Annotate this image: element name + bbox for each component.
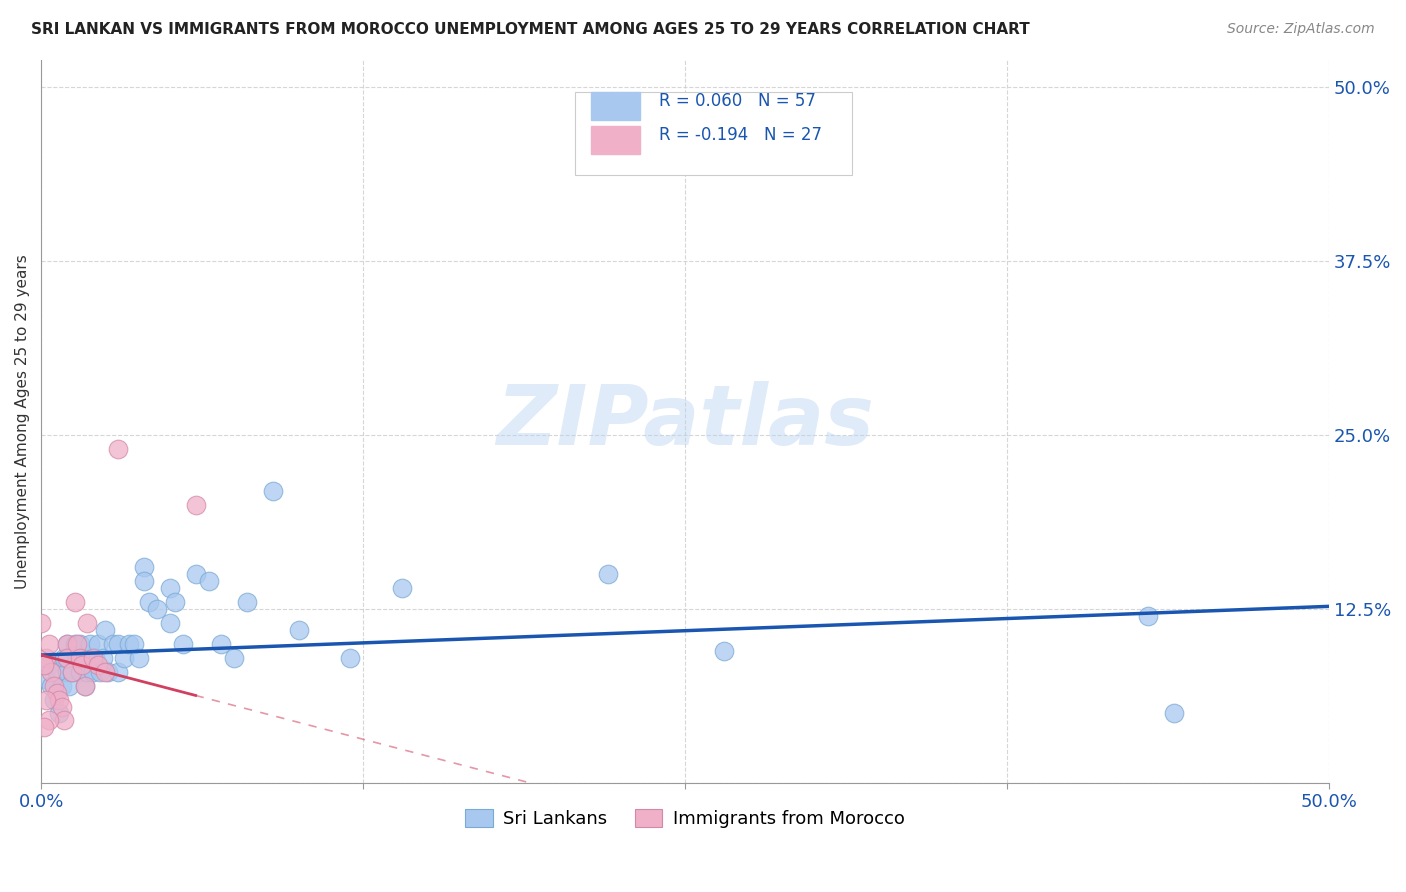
Point: [84, 650, 107, 665]
Point: [73, 679, 96, 693]
Point: [69, 665, 91, 679]
Point: [89, 665, 111, 679]
Point: [35, 692, 58, 706]
Point: [41, 665, 63, 679]
Point: [107, 665, 129, 679]
Point: [134, 574, 156, 589]
Point: [42, 692, 65, 706]
Point: [45, 665, 67, 679]
Point: [76, 665, 98, 679]
Point: [69, 650, 91, 665]
Point: [60, 665, 83, 679]
Point: [1163, 706, 1185, 721]
Point: [72, 650, 94, 665]
Point: [262, 483, 284, 498]
Point: [87, 657, 110, 672]
Point: [596, 567, 619, 582]
Text: Source: ZipAtlas.com: Source: ZipAtlas.com: [1227, 22, 1375, 37]
Legend: Sri Lankans, Immigrants from Morocco: Sri Lankans, Immigrants from Morocco: [458, 802, 911, 836]
Point: [103, 637, 125, 651]
Point: [30, 615, 52, 630]
Point: [63, 595, 86, 609]
Bar: [591, 126, 640, 153]
Text: R = 0.060   N = 57: R = 0.060 N = 57: [659, 92, 815, 110]
Point: [82, 665, 104, 679]
Point: [146, 602, 169, 616]
Point: [72, 657, 94, 672]
Point: [97, 665, 120, 679]
Point: [32, 657, 55, 672]
Point: [69, 637, 91, 651]
Point: [66, 650, 89, 665]
Point: [122, 637, 145, 651]
Point: [35, 672, 58, 686]
Point: [76, 615, 98, 630]
Point: [713, 644, 735, 658]
Point: [38, 637, 60, 651]
Point: [107, 442, 129, 457]
Point: [79, 637, 101, 651]
Point: [53, 714, 76, 728]
Point: [391, 581, 413, 595]
Point: [48, 692, 70, 706]
Point: [51, 679, 73, 693]
Point: [94, 665, 117, 679]
Point: [53, 650, 76, 665]
Point: [56, 650, 79, 665]
Point: [32, 720, 55, 734]
Point: [118, 637, 141, 651]
Point: [184, 567, 207, 582]
Point: [42, 679, 65, 693]
Point: [128, 650, 150, 665]
Point: [41, 679, 63, 693]
Point: [209, 637, 232, 651]
Point: [163, 595, 186, 609]
Text: ZIPatlas: ZIPatlas: [496, 381, 875, 462]
Point: [56, 665, 79, 679]
Point: [63, 637, 86, 651]
Point: [82, 650, 104, 665]
Point: [197, 574, 219, 589]
Point: [58, 679, 80, 693]
Point: [38, 714, 60, 728]
Point: [107, 637, 129, 651]
Point: [56, 637, 79, 651]
Point: [35, 650, 58, 665]
Point: [82, 650, 104, 665]
Point: [112, 650, 135, 665]
Point: [38, 657, 60, 672]
Point: [56, 650, 79, 665]
Point: [184, 498, 207, 512]
Point: [287, 623, 309, 637]
Point: [236, 595, 259, 609]
Point: [73, 679, 96, 693]
Text: SRI LANKAN VS IMMIGRANTS FROM MOROCCO UNEMPLOYMENT AMONG AGES 25 TO 29 YEARS COR: SRI LANKAN VS IMMIGRANTS FROM MOROCCO UN…: [31, 22, 1029, 37]
Point: [172, 637, 194, 651]
Point: [224, 650, 246, 665]
Point: [87, 637, 110, 651]
Point: [134, 560, 156, 574]
Point: [138, 595, 160, 609]
Point: [48, 706, 70, 721]
Point: [159, 615, 181, 630]
Point: [339, 650, 361, 665]
Point: [45, 685, 67, 699]
Point: [56, 637, 79, 651]
Point: [60, 665, 83, 679]
Point: [94, 623, 117, 637]
Point: [66, 637, 89, 651]
Point: [1137, 609, 1160, 624]
Point: [91, 650, 114, 665]
Y-axis label: Unemployment Among Ages 25 to 29 years: Unemployment Among Ages 25 to 29 years: [15, 254, 30, 589]
Bar: [591, 92, 640, 120]
Point: [51, 699, 73, 714]
Text: R = -0.194   N = 27: R = -0.194 N = 27: [659, 126, 823, 145]
Point: [159, 581, 181, 595]
FancyBboxPatch shape: [575, 92, 852, 176]
